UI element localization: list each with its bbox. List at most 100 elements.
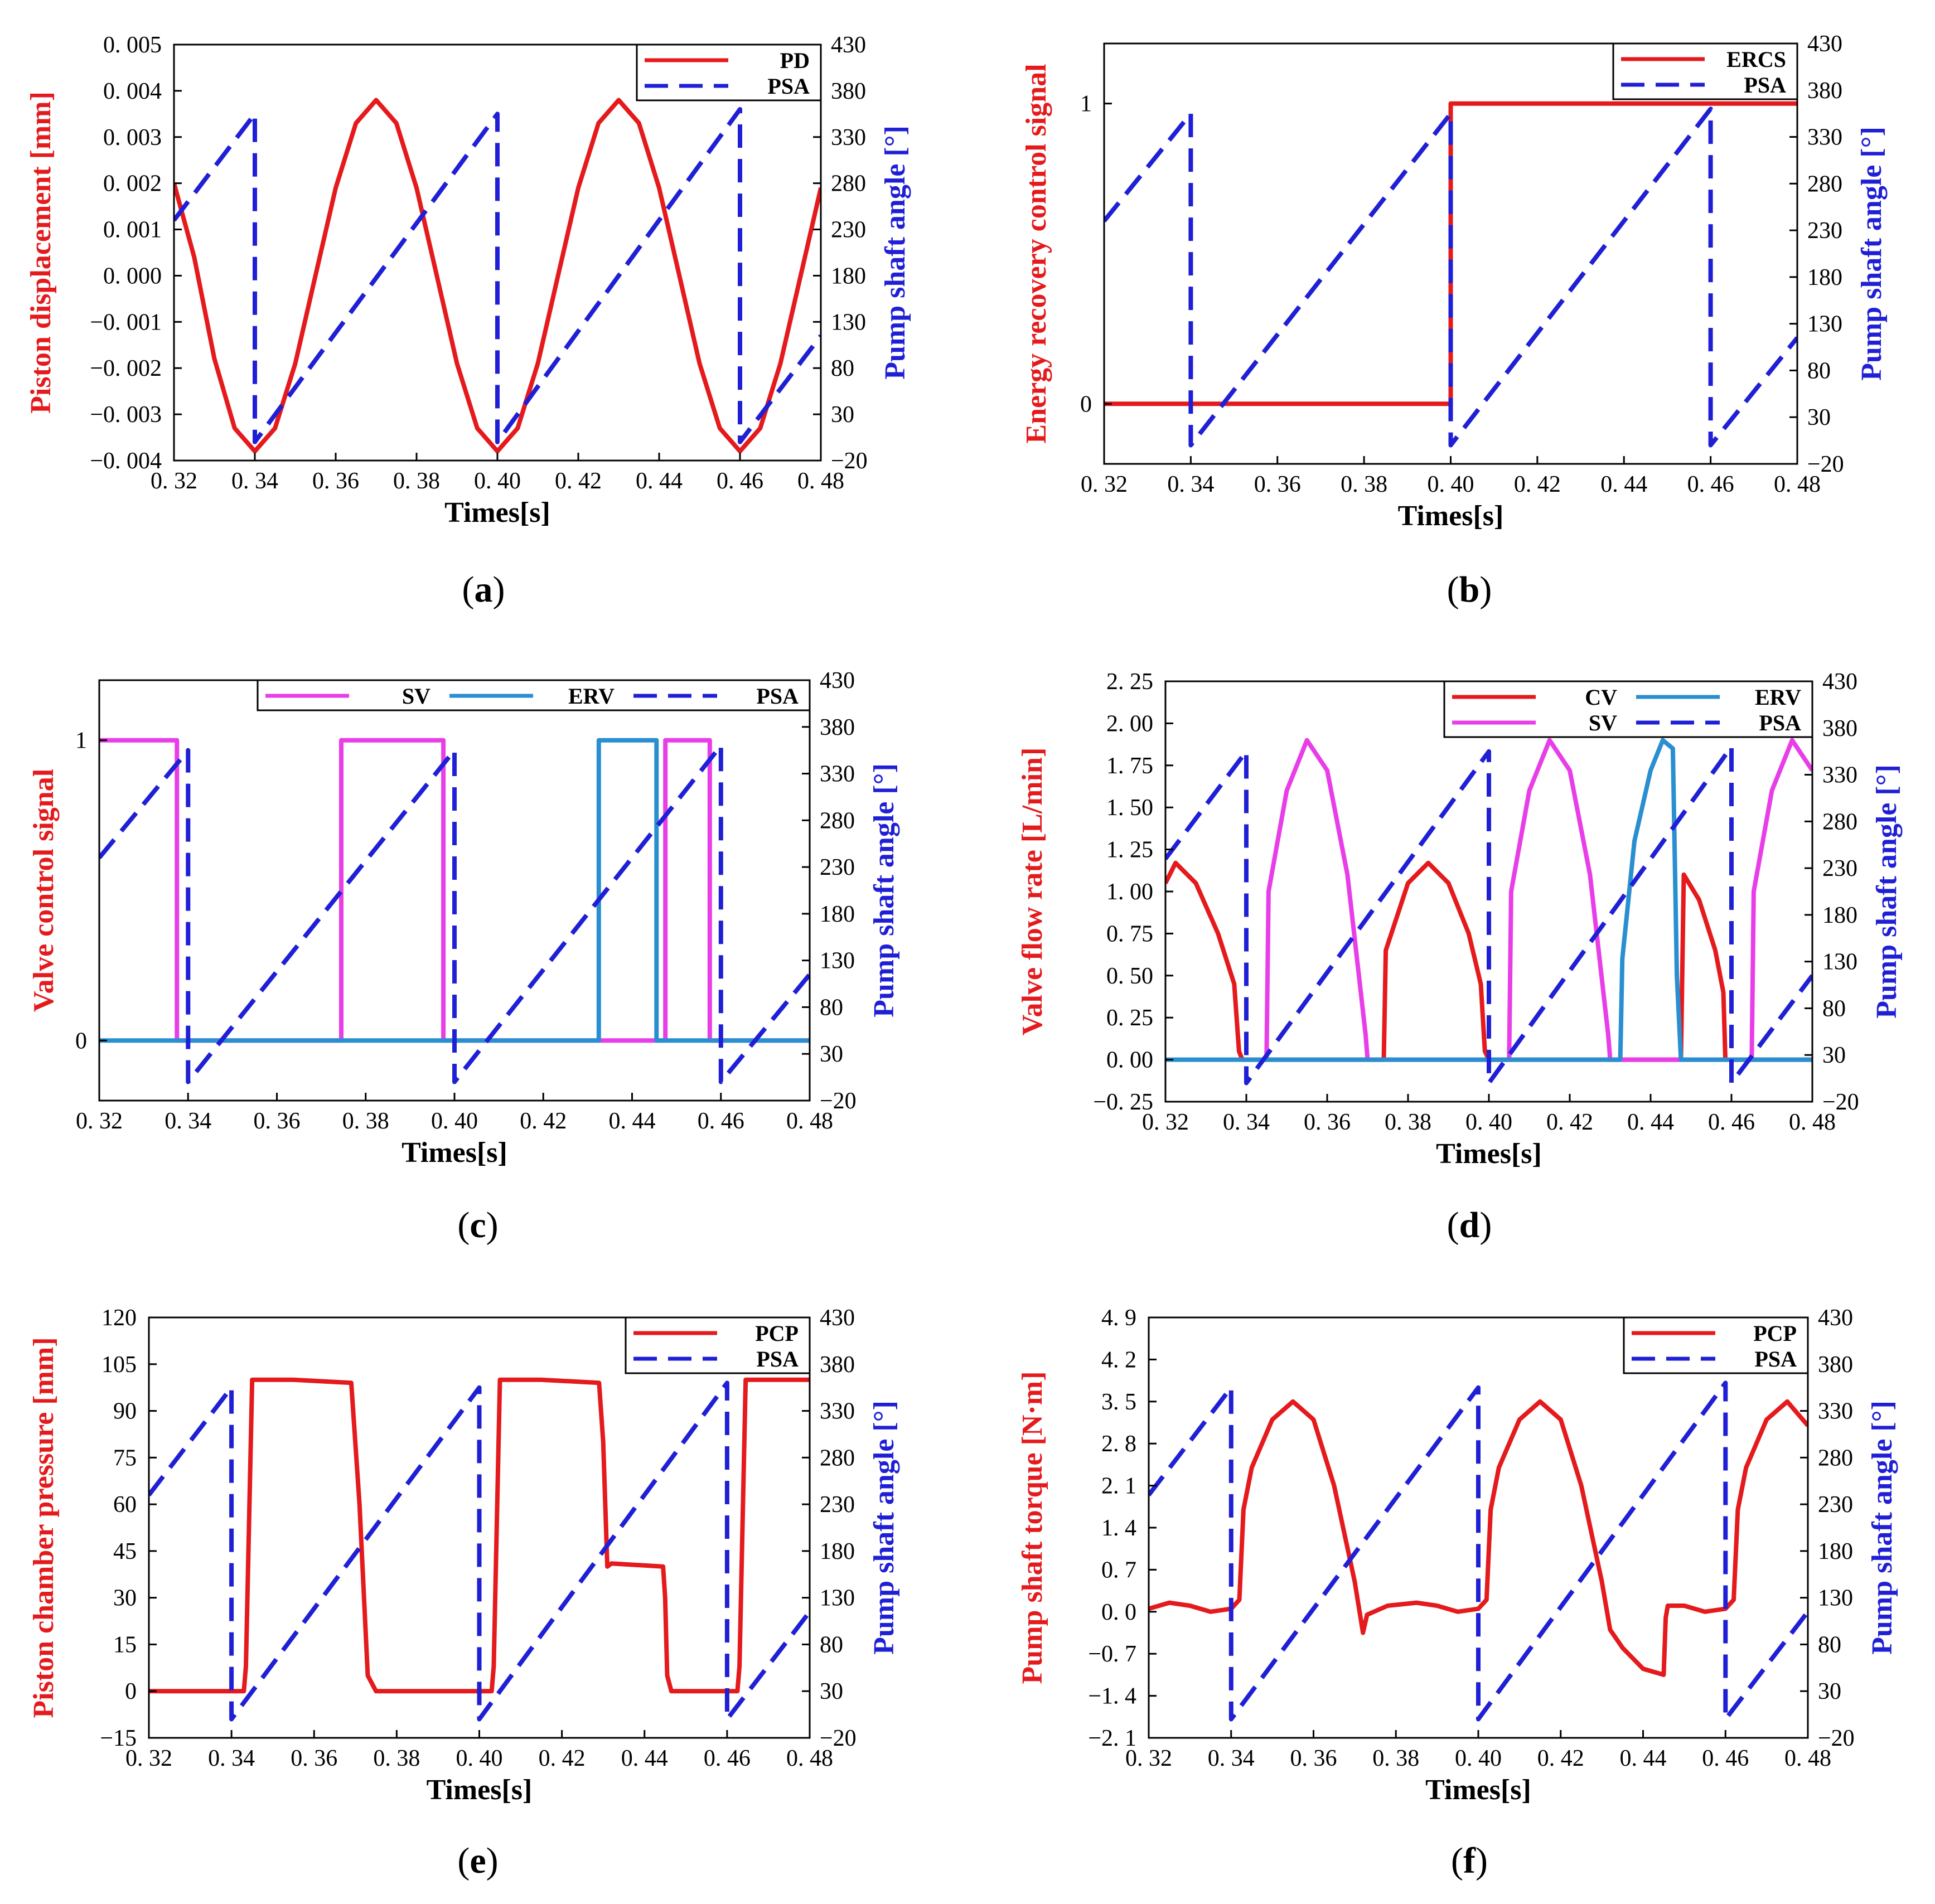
- y-tick-label: 2. 8: [1101, 1431, 1136, 1457]
- y-tick-label: 0: [125, 1679, 137, 1704]
- y-tick-label: 4. 9: [1101, 1305, 1136, 1331]
- chart-panel-e: 0. 32 0. 34 0. 36 0. 38 0. 40 0. 42 0. 44 0. 46…: [28, 1305, 900, 1806]
- y2-axis-label: Pump shaft angle [°]: [1856, 127, 1888, 381]
- plot-area: [149, 1377, 810, 1722]
- y-tick-label: 3. 5: [1101, 1389, 1136, 1415]
- y-tick-label: 2. 25: [1106, 669, 1153, 695]
- y2-tick-label: 130: [820, 1586, 855, 1611]
- legend-box: [1443, 680, 1813, 738]
- y-tick-label: 105: [101, 1352, 137, 1378]
- x-tick-label: 0. 46: [717, 468, 763, 494]
- plot-area: [99, 738, 810, 1084]
- x-tick-label: 0. 42: [1546, 1110, 1593, 1135]
- y-axis-label: Energy recovery control signal: [1020, 64, 1052, 443]
- y2-tick-label: 380: [831, 79, 866, 104]
- y-axis-label: Valve flow rate [L/min]: [1017, 748, 1048, 1036]
- x-axis-label: Times[s]: [1436, 1138, 1542, 1170]
- y-tick-label: 0. 00: [1106, 1048, 1153, 1073]
- x-axis-label: Times[s]: [1425, 1774, 1531, 1806]
- y2-tick-label: 380: [820, 1352, 855, 1378]
- y2-tick-label: 130: [831, 309, 866, 335]
- caption-d: (d): [1447, 1205, 1492, 1246]
- x-tick-label: 0. 32: [1142, 1110, 1189, 1135]
- y-tick-label: −0. 25: [1093, 1089, 1153, 1115]
- x-tick-label: 0. 34: [1223, 1110, 1270, 1135]
- y2-axis-label: Pump shaft angle [°]: [1871, 764, 1903, 1019]
- y2-tick-label: 130: [1822, 949, 1857, 975]
- y2-axis-label: Pump shaft angle [°]: [1866, 1401, 1898, 1655]
- x-tick-label: 0. 38: [393, 468, 440, 494]
- y2-tick-label: 330: [1818, 1399, 1853, 1425]
- y-tick-label: 2. 1: [1101, 1474, 1136, 1499]
- y2-tick-label: −20: [1807, 452, 1844, 477]
- x-tick-label: 0. 46: [698, 1108, 744, 1134]
- legend-label-erv: ERV: [1755, 685, 1801, 710]
- y-tick-label: 120: [101, 1305, 137, 1331]
- y-tick-label: 1: [1080, 91, 1092, 117]
- series-line-pcp: [149, 1377, 810, 1694]
- x-tick-label: 0. 36: [254, 1108, 301, 1134]
- x-tick-label: 0. 38: [342, 1108, 389, 1134]
- caption-b: (b): [1447, 569, 1492, 610]
- y2-tick-label: 230: [1818, 1492, 1853, 1518]
- x-tick-label: 0. 46: [1687, 472, 1734, 497]
- y-tick-label: −1. 4: [1088, 1684, 1136, 1709]
- y2-tick-label: 380: [1807, 78, 1842, 104]
- y2-tick-label: 280: [1807, 171, 1842, 197]
- legend-label-psa: PSA: [756, 684, 799, 709]
- series-line-pcp: [1149, 1399, 1808, 1677]
- y2-tick-label: 180: [820, 902, 855, 927]
- x-tick-label: 0. 42: [539, 1746, 586, 1771]
- x-tick-label: 0. 40: [1455, 1746, 1502, 1771]
- x-tick-label: 0. 48: [1789, 1110, 1836, 1135]
- legend-box: [1612, 42, 1798, 100]
- y2-tick-label: 280: [820, 808, 855, 834]
- y-tick-label: 45: [113, 1539, 137, 1564]
- y2-tick-label: 30: [820, 1041, 843, 1067]
- y2-tick-label: 230: [1822, 856, 1857, 881]
- x-tick-label: 0. 48: [786, 1108, 833, 1134]
- y2-tick-label: 330: [820, 1399, 855, 1425]
- y-tick-label: 15: [113, 1632, 137, 1658]
- y-tick-label: 1. 75: [1106, 753, 1153, 779]
- y2-tick-label: 30: [1807, 405, 1831, 430]
- plot-area: [1149, 1380, 1808, 1722]
- x-tick-label: 0. 34: [1208, 1746, 1255, 1771]
- legend-label-psa: PSA: [1744, 72, 1786, 98]
- series-line-ercs: [1104, 101, 1797, 406]
- x-tick-label: 0. 32: [125, 1746, 172, 1771]
- x-tick-label: 0. 42: [520, 1108, 567, 1134]
- y-axis-label: Valve control signal: [28, 769, 60, 1012]
- series-line-erv: [99, 738, 810, 1043]
- caption-e: (e): [457, 1840, 499, 1881]
- y-tick-label: 1: [75, 728, 87, 754]
- y-tick-label: 0. 005: [103, 32, 162, 58]
- x-tick-label: 0. 48: [797, 468, 844, 494]
- y-tick-label: 4. 2: [1101, 1347, 1136, 1373]
- y2-tick-label: −20: [831, 448, 868, 474]
- x-tick-label: 0. 32: [1081, 472, 1128, 497]
- x-tick-label: 0. 34: [231, 468, 278, 494]
- y2-tick-label: 80: [1807, 358, 1831, 384]
- y2-tick-label: 230: [820, 855, 855, 880]
- x-tick-label: 0. 40: [474, 468, 521, 494]
- y-tick-label: 0. 7: [1101, 1557, 1136, 1583]
- y2-tick-label: 230: [831, 217, 866, 243]
- x-axis-label: Times[s]: [1398, 500, 1504, 532]
- x-tick-label: 0. 32: [151, 468, 197, 494]
- caption-a: (a): [462, 569, 505, 610]
- legend-label-erv: ERV: [568, 684, 615, 709]
- y2-tick-label: 430: [831, 32, 866, 58]
- y2-tick-label: −20: [820, 1726, 857, 1751]
- y2-tick-label: 80: [1818, 1632, 1841, 1658]
- x-tick-label: 0. 40: [1465, 1110, 1512, 1135]
- chart-panel-d: 0. 32 0. 34 0. 36 0. 38 0. 40 0. 42 0. 44 0. 46…: [1017, 669, 1903, 1170]
- series-line-psa: [1104, 106, 1797, 448]
- y2-tick-label: 180: [820, 1539, 855, 1564]
- x-tick-label: 0. 34: [165, 1108, 211, 1134]
- x-tick-label: 0. 44: [621, 1746, 668, 1771]
- series-line-erv: [1165, 738, 1812, 1062]
